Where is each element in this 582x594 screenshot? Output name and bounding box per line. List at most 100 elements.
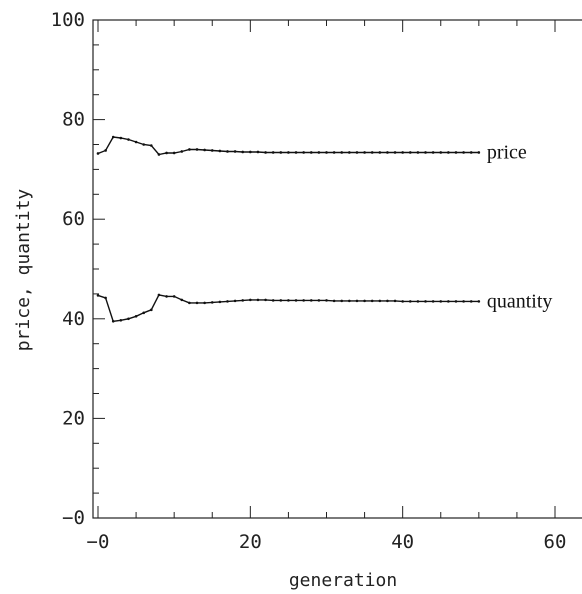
data-point-quantity [469,300,473,303]
data-point-price [294,151,298,154]
data-point-price [96,152,100,155]
data-point-quantity [447,300,450,303]
data-point-price [408,151,412,154]
data-point-quantity [287,299,290,302]
data-point-quantity [279,299,283,302]
y-tick-label: 60 [62,208,85,230]
data-point-price [104,149,107,152]
data-point-price [363,151,366,154]
data-point-quantity [355,299,359,303]
data-point-quantity [431,300,435,303]
data-point-quantity [325,299,328,302]
data-point-price [302,151,305,154]
y-tick-label: 20 [62,407,85,429]
data-point-quantity [264,298,267,302]
series-layer: price quantity [96,135,552,323]
y-axis-label: price, quantity [13,189,34,352]
data-point-price [210,149,214,152]
data-point-quantity [157,293,161,297]
data-point-price [195,148,199,151]
data-point-price [309,151,313,154]
data-point-quantity [172,295,176,298]
data-point-quantity [393,299,397,303]
data-point-price [355,151,359,154]
data-point-quantity [386,299,389,303]
y-tick-label: −0 [62,507,85,529]
data-point-price [188,148,191,151]
data-point-quantity [226,300,229,303]
data-point-quantity [119,318,123,322]
data-point-price [325,151,328,154]
data-point-quantity [363,299,366,303]
series-line-quantity [97,294,479,323]
x-tick-label: −0 [87,531,110,553]
y-tick-label: 100 [51,9,85,31]
data-point-price [447,151,450,154]
data-point-quantity [317,299,321,302]
data-point-quantity [134,315,138,318]
data-point-price [119,136,123,140]
data-point-price [370,151,374,154]
data-point-quantity [348,299,351,303]
x-axis-label: generation [289,570,397,591]
data-point-quantity [241,299,245,302]
data-point-price [249,150,252,154]
y-tick-label: 80 [62,109,85,131]
data-point-quantity [142,311,145,315]
data-point-price [386,151,389,154]
data-point-price [416,151,420,154]
data-point-price [454,151,458,154]
data-point-price [462,151,465,154]
x-tick-label: 60 [544,531,567,553]
data-point-price [393,151,397,154]
series-label-price: price [487,141,527,163]
data-point-quantity [340,299,344,303]
data-point-quantity [180,298,184,302]
data-point-quantity [401,300,404,303]
data-point-quantity [111,319,115,323]
data-point-quantity [195,301,199,305]
data-point-price [165,151,168,155]
y-tick-label: 40 [62,308,85,330]
data-point-price [424,151,427,154]
data-point-quantity [332,299,336,303]
data-point-price [477,151,481,154]
data-point-price [233,150,237,153]
data-point-price [348,151,351,154]
data-point-quantity [188,301,191,305]
data-point-quantity [294,299,298,302]
data-point-price [134,140,138,144]
plot-frame [92,19,582,519]
data-point-quantity [416,300,420,303]
data-point-quantity [477,300,481,303]
data-point-quantity [233,299,237,303]
x-tick-label: 20 [239,531,262,553]
data-point-price [150,144,153,147]
data-point-quantity [203,301,206,305]
data-point-price [401,151,404,154]
data-point-quantity [218,300,222,304]
data-point-price [264,151,267,154]
data-point-price [203,148,206,152]
data-point-price [111,135,115,139]
data-point-price [256,150,260,154]
data-point-price [218,149,222,153]
data-point-quantity [249,298,252,302]
data-point-price [271,151,275,154]
x-axis: −0 20 40 60 [87,20,567,553]
data-point-quantity [370,299,374,303]
data-point-quantity [127,317,130,321]
x-tick-label: 40 [391,531,414,553]
data-point-quantity [271,299,275,302]
data-point-price [241,150,245,154]
data-point-price [317,151,321,154]
data-point-price [431,151,435,154]
data-point-quantity [96,294,100,297]
data-point-price [127,138,130,141]
data-point-quantity [309,299,313,302]
data-point-price [469,151,473,154]
data-point-quantity [462,300,465,303]
data-point-price [180,150,184,153]
data-point-quantity [454,300,458,303]
